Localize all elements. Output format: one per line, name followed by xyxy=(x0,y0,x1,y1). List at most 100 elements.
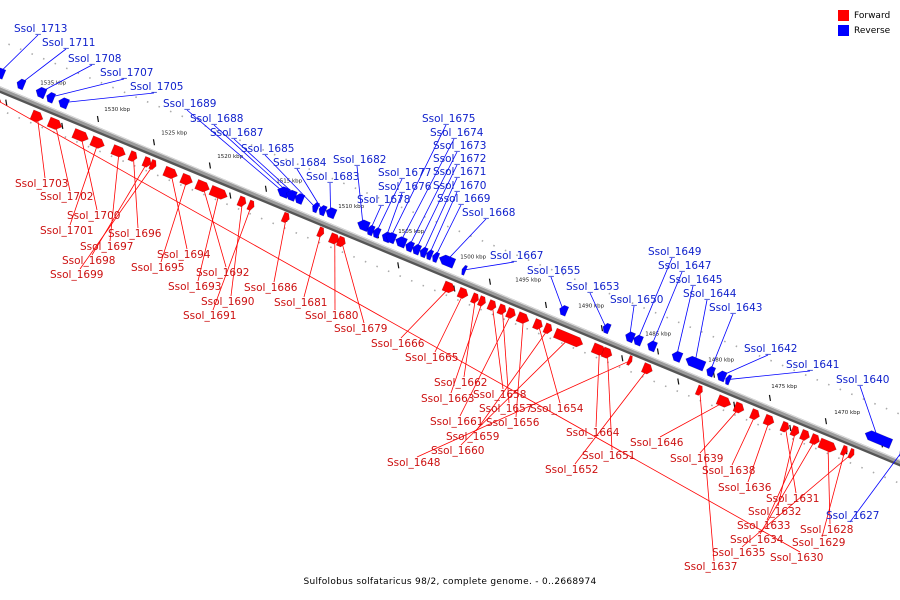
gene-arrow xyxy=(532,318,543,331)
gene-leader xyxy=(450,301,483,394)
gene-leader xyxy=(0,101,801,553)
gene-leader xyxy=(589,292,607,329)
tick-label: 1495 kbp xyxy=(515,278,541,284)
gene-leader xyxy=(629,305,635,337)
gene-label: Ssol_1678 xyxy=(357,194,410,206)
gene-arrow xyxy=(542,322,553,335)
gene-label: Ssol_1644 xyxy=(683,288,737,300)
gene-leader xyxy=(651,271,683,346)
gene-label: Ssol_1640 xyxy=(836,374,889,386)
gene-label: Ssol_1655 xyxy=(527,265,580,277)
gene-leader xyxy=(20,48,67,85)
gene-label: Ssol_1654 xyxy=(530,403,584,415)
gene-arrow xyxy=(312,202,321,214)
legend-forward-label: Forward xyxy=(854,10,891,21)
gene-leader xyxy=(202,186,227,268)
gene-leader xyxy=(197,193,220,282)
gene-arrow xyxy=(162,165,178,180)
gene-label: Ssol_1628 xyxy=(800,524,853,536)
gene-label: Ssol_1682 xyxy=(333,154,386,166)
gene-leader xyxy=(273,217,287,283)
gene-arrow xyxy=(29,109,44,123)
gene-arrow xyxy=(817,437,837,453)
gene-leader xyxy=(369,205,382,231)
gene-leader xyxy=(212,205,252,311)
gene-arrow xyxy=(469,292,479,304)
gene-leader xyxy=(356,165,364,225)
gene-label: Ssol_1695 xyxy=(131,262,184,274)
gene-leader xyxy=(741,453,853,548)
gene-arrow xyxy=(194,179,210,193)
gene-label: Ssol_1641 xyxy=(786,359,839,371)
gene-arrow xyxy=(762,413,775,426)
gene-leader xyxy=(230,201,243,297)
gene-arrow xyxy=(316,226,325,238)
gene-leader xyxy=(170,173,188,250)
gene-leader xyxy=(69,142,99,226)
gene-label: Ssol_1673 xyxy=(433,140,486,152)
gene-arrow xyxy=(327,232,340,245)
gene-label: Ssol_1665 xyxy=(405,352,458,364)
gene-label: Ssol_1697 xyxy=(80,241,133,253)
tick-label: 1520 kbp xyxy=(217,154,243,160)
gene-label: Ssol_1703 xyxy=(15,178,68,190)
gene-arrow xyxy=(809,433,820,445)
gene-arrow xyxy=(280,211,290,224)
gene-label: Ssol_1708 xyxy=(68,53,121,65)
gene-label: Ssol_1632 xyxy=(748,506,801,518)
gene-label: Ssol_1663 xyxy=(421,393,474,405)
gene-label: Ssol_1711 xyxy=(42,37,95,49)
tick-layer: 1535 kbp 1530 kbp 1525 kbp 1520 kbp 1515 kbp… xyxy=(5,80,884,455)
legend: Forward Reverse xyxy=(838,8,890,38)
gene-leader xyxy=(160,179,188,263)
tick-label: 1475 kbp xyxy=(771,384,797,390)
gene-label: Ssol_1642 xyxy=(744,343,797,355)
gene-arrow xyxy=(732,401,745,414)
gene-label: Ssol_1694 xyxy=(157,249,211,261)
gene-arrow xyxy=(716,370,728,383)
gene-leader xyxy=(303,232,322,298)
gene-arrow xyxy=(671,350,684,363)
gene-arrow xyxy=(779,420,790,433)
reverse-swatch xyxy=(838,25,849,36)
gene-label: Ssol_1664 xyxy=(566,427,620,439)
gene-label: Ssol_1627 xyxy=(826,510,879,522)
gene-arrow xyxy=(864,430,894,449)
gene-label: Ssol_1691 xyxy=(183,310,236,322)
gene-label: Ssol_1639 xyxy=(670,453,723,465)
gene-leader xyxy=(233,138,300,199)
gene-label: Ssol_1647 xyxy=(658,260,711,272)
gene-arrow xyxy=(496,303,507,316)
gene-arrow xyxy=(600,346,613,359)
gene-label: Ssol_1669 xyxy=(437,193,490,205)
gene-leader xyxy=(595,350,600,428)
gene-label: Ssol_1652 xyxy=(545,464,598,476)
gene-arrow xyxy=(461,264,468,276)
gene-arrow xyxy=(486,299,497,311)
gene-label: Ssol_1668 xyxy=(462,207,515,219)
gene-arrow xyxy=(515,311,530,324)
tick-label: 1480 kbp xyxy=(708,358,734,364)
gene-label: Ssol_1689 xyxy=(163,98,216,110)
gene-arrow xyxy=(725,374,733,386)
gene-arrow xyxy=(839,444,848,456)
gene-leader xyxy=(50,78,125,98)
gene-label: Ssol_1713 xyxy=(14,23,67,35)
gene-label: Ssol_1670 xyxy=(433,180,486,192)
gene-arrow xyxy=(625,331,636,344)
gene-leader xyxy=(428,191,458,255)
gene-arrow xyxy=(789,424,800,437)
gene-leader xyxy=(699,407,740,454)
gene-arrow xyxy=(127,150,138,162)
gene-leader xyxy=(759,439,816,535)
gene-label: Ssol_1671 xyxy=(433,166,486,178)
forward-swatch xyxy=(838,10,849,21)
tick-label: 1525 kbp xyxy=(161,131,187,137)
gene-leader xyxy=(55,124,71,192)
gene-leader xyxy=(133,156,139,229)
gene-leader xyxy=(676,285,694,357)
gene-label: Ssol_1700 xyxy=(67,210,120,222)
gene-label: Ssol_1650 xyxy=(610,294,663,306)
gene-leader xyxy=(434,204,462,258)
